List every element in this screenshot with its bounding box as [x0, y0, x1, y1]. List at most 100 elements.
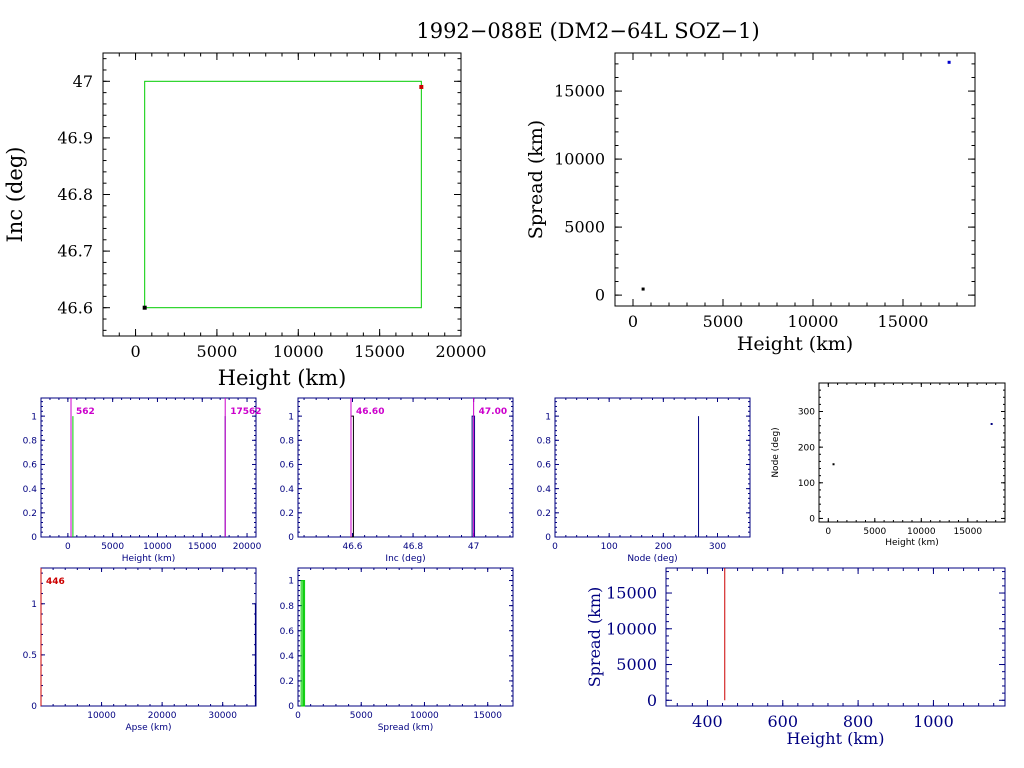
- x-tick-label: 10000: [907, 527, 936, 537]
- y-tick-label: 1: [31, 600, 37, 610]
- data-point: [832, 463, 835, 466]
- marker-label: 17562: [230, 407, 261, 417]
- y-tick-label: 0.6: [280, 461, 295, 471]
- y-axis-label: Spread (km): [525, 120, 547, 239]
- y-tick-label: 5000: [616, 655, 657, 674]
- plot-frame: [614, 52, 976, 307]
- y-tick-label: 0.6: [537, 461, 552, 471]
- x-tick-label: 47: [468, 542, 479, 552]
- y-tick-label: 0: [31, 702, 37, 712]
- x-tick-label: 0: [295, 711, 301, 721]
- y-tick-label: 46.6: [57, 298, 93, 317]
- x-tick-label: 5000: [101, 542, 124, 552]
- x-tick-label: 15000: [188, 542, 217, 552]
- y-tick-label: 0.2: [280, 677, 294, 687]
- x-tick-label: 15000: [953, 527, 982, 537]
- x-tick-label: 400: [692, 712, 723, 731]
- x-tick-label: 10000: [143, 542, 172, 552]
- y-tick-label: 1: [545, 412, 551, 422]
- y-tick-label: 0: [31, 533, 37, 543]
- x-axis-label: Node (deg): [627, 554, 677, 564]
- y-tick-label: 0.2: [23, 509, 37, 519]
- x-axis-label: Height (km): [885, 538, 939, 548]
- range-box: [144, 80, 422, 309]
- y-tick-label: 46.7: [57, 242, 93, 261]
- plot-frame: [102, 52, 462, 337]
- y-tick-label: 0.8: [23, 436, 38, 446]
- figure-title: 1992−088E (DM2−64L SOZ−1): [416, 19, 759, 43]
- x-tick-label: 20000: [233, 542, 262, 552]
- y-tick-label: 300: [798, 408, 815, 418]
- marker-label: 46.60: [356, 407, 384, 417]
- x-axis-label: Height (km): [737, 333, 853, 355]
- y-tick-label: 0.8: [280, 436, 295, 446]
- plot-frame: [40, 567, 257, 707]
- x-axis-label: Height (km): [787, 729, 885, 748]
- x-axis-label: Inc (deg): [385, 554, 425, 564]
- x-tick-label: 46.6: [342, 542, 362, 552]
- y-tick-label: 0.8: [537, 436, 552, 446]
- histogram-bar: [302, 580, 306, 707]
- x-tick-label: 200: [655, 542, 672, 552]
- x-tick-label: 800: [843, 712, 874, 731]
- data-point: [641, 287, 645, 291]
- apse-histogram-panel: 10000 20000 30000 0 0.5 1 Apse (km) 446: [23, 567, 257, 733]
- x-tick-label: 15000: [878, 312, 929, 331]
- y-tick-label: 0: [288, 702, 294, 712]
- y-tick-label: 47: [73, 72, 93, 91]
- histogram-bar: [300, 580, 304, 707]
- x-tick-label: 300: [709, 542, 726, 552]
- spread-histogram-panel: 0 5000 10000 15000 0 0.2 0.4 0.6 0.8 1 Spread (km): [280, 567, 514, 733]
- x-tick-label: 5000: [703, 312, 744, 331]
- x-tick-label: 10000: [410, 711, 439, 721]
- node-histogram-panel: 0 100 200 300 0 0.2 0.4 0.6 0.8 1 Node (deg): [537, 397, 751, 564]
- y-tick-label: 0.4: [537, 485, 552, 495]
- x-axis-label: Spread (km): [378, 723, 434, 733]
- y-tick-label: 0: [647, 691, 657, 710]
- data-point: [990, 422, 993, 425]
- x-tick-label: 1000: [913, 712, 954, 731]
- y-tick-label: 10000: [554, 150, 605, 169]
- marker-label: 47.00: [479, 407, 507, 417]
- y-tick-label: 1: [31, 412, 37, 422]
- data-point: [419, 84, 424, 89]
- x-tick-label: 5000: [863, 527, 886, 537]
- node-vs-height-panel: 0 5000 10000 15000 0 100 200 300 Height (km) Node…: [771, 382, 1006, 548]
- x-tick-label: 0: [552, 542, 558, 552]
- x-tick-label: 100: [601, 542, 618, 552]
- y-tick-label: 0.6: [23, 461, 38, 471]
- x-tick-label: 0: [130, 342, 140, 361]
- x-axis-label: Height (km): [218, 366, 347, 390]
- y-tick-label: 0.4: [280, 485, 295, 495]
- y-tick-label: 0.5: [23, 651, 37, 661]
- x-tick-label: 20000: [148, 711, 177, 721]
- y-axis-label: Spread (km): [585, 587, 604, 688]
- y-tick-label: 0: [809, 515, 815, 525]
- height-histogram-panel: 0 5000 10000 15000 20000 0 0.2 0.4 0.6 0.8 1 Height…: [23, 397, 262, 564]
- y-tick-label: 0.4: [280, 652, 295, 662]
- marker-label: 562: [76, 407, 95, 417]
- inc-vs-height-panel: 0 5000 10000 15000 20000 46.6 46.7 46.8 46.9 47 He…: [3, 52, 487, 390]
- x-tick-label: 15000: [354, 342, 405, 361]
- inc-histogram-panel: 46.6 46.8 47 0 0.2 0.4 0.6 0.8 1 Inc (deg) 46.60 47…: [280, 397, 514, 564]
- x-tick-label: 5000: [350, 711, 373, 721]
- y-tick-label: 100: [798, 479, 815, 489]
- x-tick-label: 15000: [473, 711, 502, 721]
- plot-frame: [818, 382, 1006, 523]
- x-tick-label: 10000: [87, 711, 116, 721]
- data-point: [947, 60, 951, 64]
- y-tick-label: 0: [545, 533, 551, 543]
- x-tick-label: 0: [65, 542, 71, 552]
- x-tick-label: 0: [825, 527, 831, 537]
- plot-frame: [297, 567, 514, 707]
- x-axis-label: Apse (km): [126, 723, 172, 733]
- x-tick-label: 10000: [788, 312, 839, 331]
- y-tick-label: 0.4: [23, 485, 38, 495]
- y-tick-label: 15000: [606, 584, 657, 603]
- x-tick-label: 20000: [436, 342, 487, 361]
- y-tick-label: 5000: [564, 218, 605, 237]
- y-tick-label: 0.2: [537, 509, 551, 519]
- x-tick-label: 46.8: [403, 542, 423, 552]
- x-tick-label: 30000: [208, 711, 237, 721]
